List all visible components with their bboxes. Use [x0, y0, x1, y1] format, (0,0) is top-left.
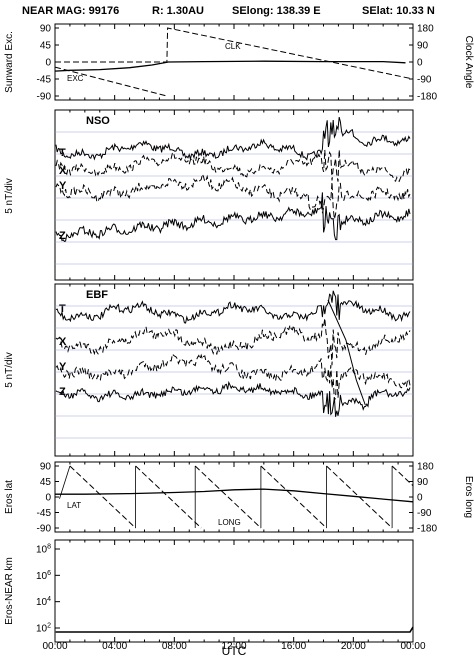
eros-y2tick-label: -180 [417, 524, 437, 535]
ebf-trace-x [55, 318, 411, 366]
long-sawtooth-segment [135, 465, 202, 529]
nso-trace-label-y: Y [59, 180, 67, 192]
long-sawtooth-segment [391, 465, 414, 487]
long-sawtooth-segment [69, 465, 136, 529]
x-tick-label: 00:00 [42, 641, 67, 652]
ebf-trace-dive [327, 299, 366, 406]
clock-y2tick-label: 0 [417, 58, 423, 69]
eros-ylabel: Eros lat [4, 480, 15, 514]
clk-series-line-early [54, 66, 168, 97]
x-tick-label: 04:00 [102, 641, 127, 652]
panel-distance-frame [54, 539, 414, 643]
ebf-trace-label-t: T [59, 303, 66, 315]
exc-series-line [54, 60, 406, 72]
distance-ytick-label: 102 [36, 623, 51, 635]
clock-ytick-label: 45 [40, 41, 52, 52]
x-tick-label: 12:00 [221, 641, 246, 652]
eros-y2label: Eros long [463, 476, 474, 518]
clock-ytick-label: 90 [40, 24, 52, 35]
long-sawtooth-segment [194, 465, 262, 529]
header-distance: R: 1.30AU [152, 5, 204, 17]
ebf-trace-t [55, 290, 411, 324]
eros-ytick-label: 45 [40, 477, 52, 488]
distance-ytick-label: 108 [36, 544, 51, 556]
eros-ytick-label: 0 [45, 493, 51, 504]
eros-y2tick-label: 0 [417, 493, 423, 504]
eros-ytick-label: -90 [37, 524, 52, 535]
distance-ylabel: Eros-NEAR km [4, 557, 15, 625]
nso-trace-x [55, 149, 411, 183]
nso-trace-t [55, 116, 411, 161]
clock-ylabel: Sunward Exc. [4, 31, 15, 93]
chart-marks: 00:00 04:00 08:00 12:00 16:00 20:00 00:00 90 45 0… [36, 24, 437, 653]
ebf-trace-label-y: Y [59, 361, 67, 373]
clock-y2tick-label: 180 [417, 24, 434, 35]
x-tick-label: 08:00 [162, 641, 187, 652]
ebf-trace-label-x: X [59, 336, 67, 348]
ebf-panel-label: EBF [86, 289, 108, 301]
clock-y2tick-label: -180 [417, 92, 437, 103]
clock-y2label: Clock Angle [463, 36, 474, 89]
header-selat: SElat: 10.33 N [362, 5, 435, 17]
x-axis-label: UTC [222, 644, 247, 656]
eros-y2tick-label: -90 [417, 508, 432, 519]
long-sawtooth-start [59, 465, 71, 499]
nso-ylabel: 5 nT/div [4, 178, 15, 214]
x-tick-label: 20:00 [341, 641, 366, 652]
clock-ytick-label: -45 [37, 75, 52, 86]
eros-y2tick-label: 180 [417, 462, 434, 473]
long-sawtooth-segment [326, 465, 393, 529]
clock-ytick-label: 0 [45, 58, 51, 69]
clock-y2tick-label: 90 [417, 41, 429, 52]
eros-ytick-label: 90 [40, 462, 52, 473]
exc-annotation: EXC [67, 74, 84, 83]
clock-y2tick-label: -90 [417, 75, 432, 86]
clk-series-line [55, 27, 414, 80]
clock-ytick-label: -90 [37, 92, 52, 103]
distance-series-line [55, 626, 414, 633]
eros-ytick-label: -45 [37, 508, 52, 519]
nso-panel-label: NSO [86, 115, 110, 127]
nso-trace-y [55, 172, 411, 220]
distance-ytick-label: 106 [36, 570, 51, 582]
ebf-trace-y [55, 353, 411, 401]
ebf-ylabel: 5 nT/div [4, 352, 15, 388]
distance-ytick-label: 104 [36, 596, 51, 608]
header-selong: SElong: 138.39 E [232, 5, 321, 17]
x-tick-label: 16:00 [281, 641, 306, 652]
header-title: NEAR MAG: 99176 [22, 5, 119, 17]
lat-series-line [55, 488, 414, 503]
long-annotation: LONG [218, 518, 241, 527]
eros-y2tick-label: 90 [417, 477, 429, 488]
ebf-trace-z [55, 380, 411, 417]
long-sawtooth-segment [260, 465, 327, 529]
lat-annotation: LAT [67, 501, 81, 510]
nso-trace-label-z: Z [59, 230, 66, 242]
x-tick-label: 00:00 [400, 641, 425, 652]
nso-trace-label-x: X [59, 165, 67, 177]
clk-annotation: CLK [225, 42, 241, 51]
nso-trace-z [55, 192, 411, 242]
